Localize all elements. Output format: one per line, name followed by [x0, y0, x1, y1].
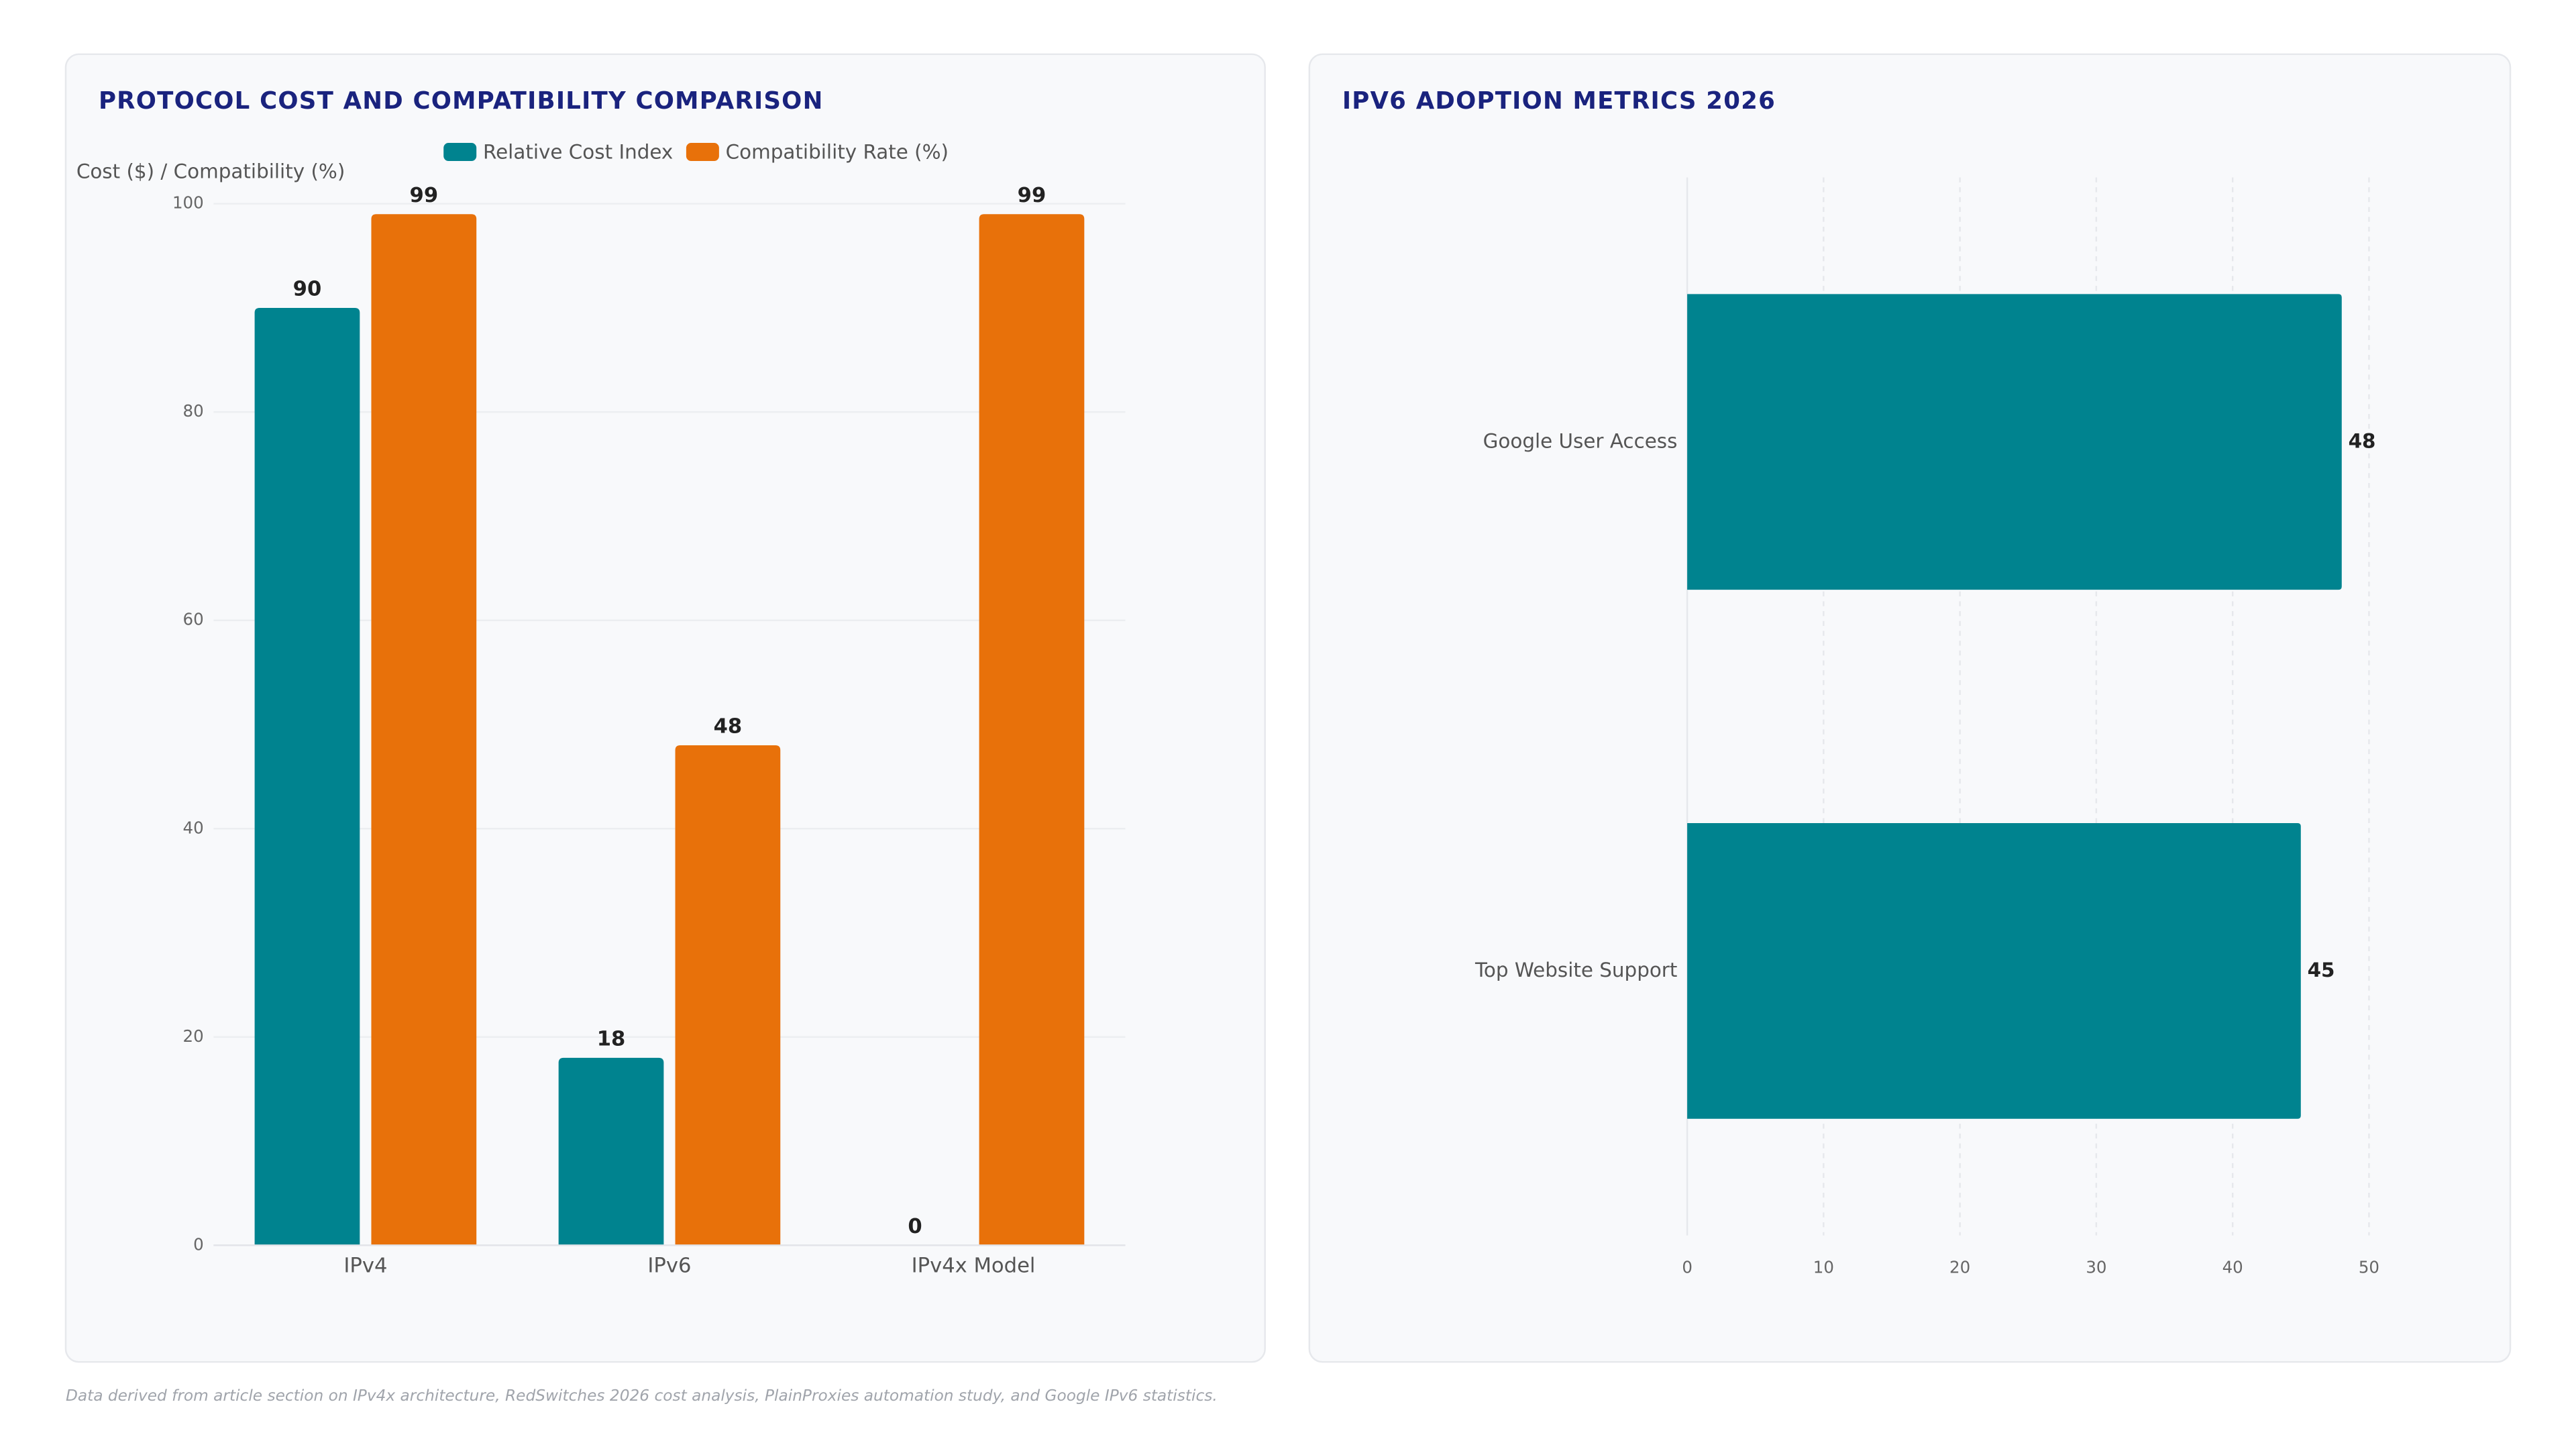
y-tick-label: Google User Access	[1483, 429, 1678, 452]
chart-title: PROTOCOL COST AND COMPATIBILITY COMPARIS…	[99, 87, 824, 115]
panel	[64, 53, 1266, 1363]
y-tick-label: 60	[183, 610, 204, 629]
y-tick-label: Top Website Support	[1474, 959, 1677, 981]
x-tick-label: IPv6	[647, 1254, 691, 1278]
value-label: 99	[1018, 184, 1046, 207]
x-tick-label: 20	[1949, 1258, 1970, 1277]
value-label: 48	[2349, 429, 2376, 452]
x-tick-label: 50	[2359, 1258, 2379, 1277]
value-label: 0	[908, 1215, 922, 1238]
y-tick-label: 100	[172, 193, 204, 213]
y-tick-label: 20	[183, 1026, 204, 1046]
x-tick-label: 10	[1813, 1258, 1834, 1277]
x-tick-label: 30	[2086, 1258, 2106, 1277]
bar	[979, 214, 1085, 1246]
bar	[1687, 294, 2342, 590]
bar	[1687, 822, 2301, 1119]
chart-title: IPV6 ADOPTION METRICS 2026	[1342, 87, 1776, 115]
legend-label: Compatibility Rate (%)	[726, 140, 949, 163]
legend-swatch	[443, 143, 477, 161]
x-tick-label: IPv4x Model	[912, 1254, 1036, 1278]
value-label: 90	[293, 277, 322, 301]
bar	[371, 214, 477, 1246]
y-axis-label: Cost ($) / Compatibility (%)	[76, 160, 345, 183]
bar	[675, 745, 781, 1246]
bar	[558, 1057, 664, 1246]
value-label: 48	[714, 715, 743, 739]
value-label: 99	[410, 184, 439, 207]
y-tick-label: 40	[183, 818, 204, 837]
value-label: 45	[2308, 959, 2335, 981]
panel	[1308, 53, 2512, 1363]
value-label: 18	[597, 1027, 626, 1051]
legend-label: Relative Cost Index	[483, 140, 673, 163]
x-tick-label: 0	[1682, 1258, 1693, 1277]
y-tick-label: 80	[183, 401, 204, 421]
legend-swatch	[686, 143, 719, 161]
x-tick-label: 40	[2222, 1258, 2243, 1277]
y-tick-label: 0	[193, 1234, 204, 1254]
bar	[254, 307, 360, 1246]
footnote: Data derived from article section on IPv…	[66, 1387, 1218, 1405]
x-tick-label: IPv4	[343, 1254, 387, 1278]
